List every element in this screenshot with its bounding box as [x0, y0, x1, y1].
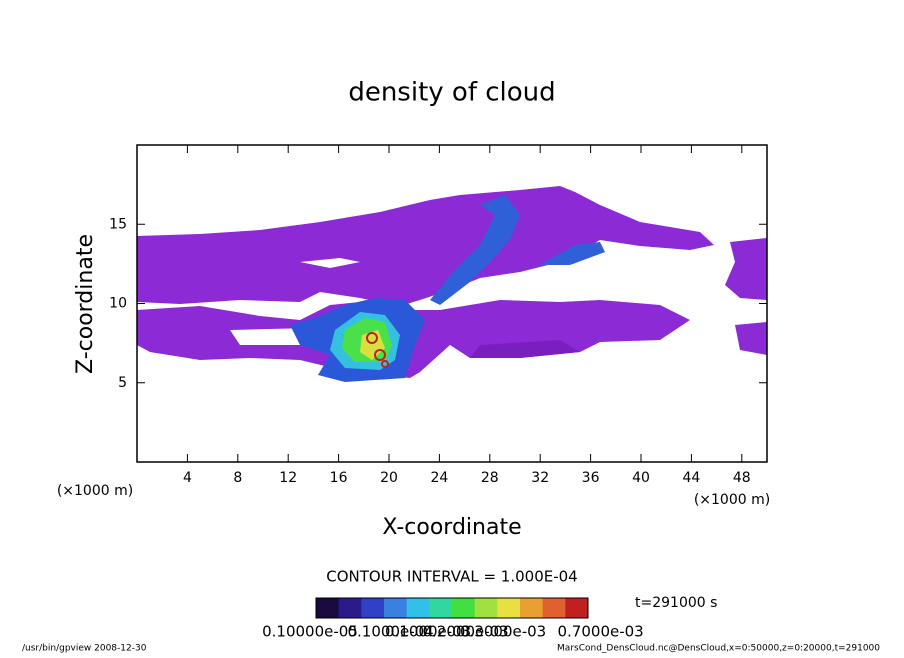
colorbar-cell: [474, 598, 498, 618]
colorbar-cell: [338, 598, 362, 618]
contour-interval: CONTOUR INTERVAL = 1.000E-04: [326, 568, 577, 586]
y-tick-label: 15: [109, 216, 127, 232]
x-unit-label: (×1000 m): [694, 492, 770, 508]
x-tick-label: 32: [531, 470, 549, 486]
x-unit-label: (×1000 m): [57, 483, 133, 499]
colorbar-frame: [315, 597, 589, 619]
x-tick-label: 8: [233, 470, 242, 486]
x-tick-label: 20: [380, 470, 398, 486]
x-tick-label: 12: [279, 470, 297, 486]
y-axis-label: Z-coordinate: [73, 234, 98, 374]
y-tick-label: 10: [109, 296, 127, 312]
colorbar-cell: [384, 598, 408, 618]
x-tick-label: 28: [481, 470, 499, 486]
x-tick-label: 24: [430, 470, 448, 486]
footer-right: MarsCond_DensCloud.nc@DensCloud,x=0:5000…: [557, 644, 880, 654]
colorbar-cell: [429, 598, 453, 618]
x-tick-label: 44: [682, 470, 700, 486]
x-tick-label: 36: [582, 470, 600, 486]
colorbar-cell: [542, 598, 566, 618]
colorbar-label: 0.1000e-04: [348, 623, 434, 641]
x-tick-label: 4: [183, 470, 192, 486]
colorbar-cell: [452, 598, 476, 618]
colorbar-cell: [520, 598, 544, 618]
colorbar-label: 0.7000e-03: [558, 623, 644, 641]
cloud-core: [290, 195, 605, 382]
colorbar-label: 0.3000e-03: [460, 623, 546, 641]
colorbar-cell: [361, 598, 385, 618]
x-tick-label: 40: [632, 470, 650, 486]
colorbar-label: 0.10000e-05: [262, 623, 358, 641]
footer-left: /usr/bin/gpview 2008-12-30: [22, 644, 147, 654]
y-tick-label: 5: [118, 375, 127, 391]
axes: 4 8 12 16 20 24 28 32 36 40 44 48510150.10000e-050.…: [109, 145, 767, 641]
colorbar-cell: [497, 598, 521, 618]
colorbar-label: 0.2000e-03: [423, 623, 509, 641]
time-label: t=291000 s: [635, 595, 717, 611]
colorbar-cell: [565, 598, 589, 618]
colorbar-cell: [316, 598, 340, 618]
x-tick-label: 16: [330, 470, 348, 486]
x-tick-label: 48: [733, 470, 751, 486]
colorbar-label: 0.1000e-03: [385, 623, 471, 641]
x-axis-label: X-coordinate: [382, 515, 521, 540]
chart-title: density of cloud: [348, 78, 555, 108]
colorbar-cell: [406, 598, 430, 618]
